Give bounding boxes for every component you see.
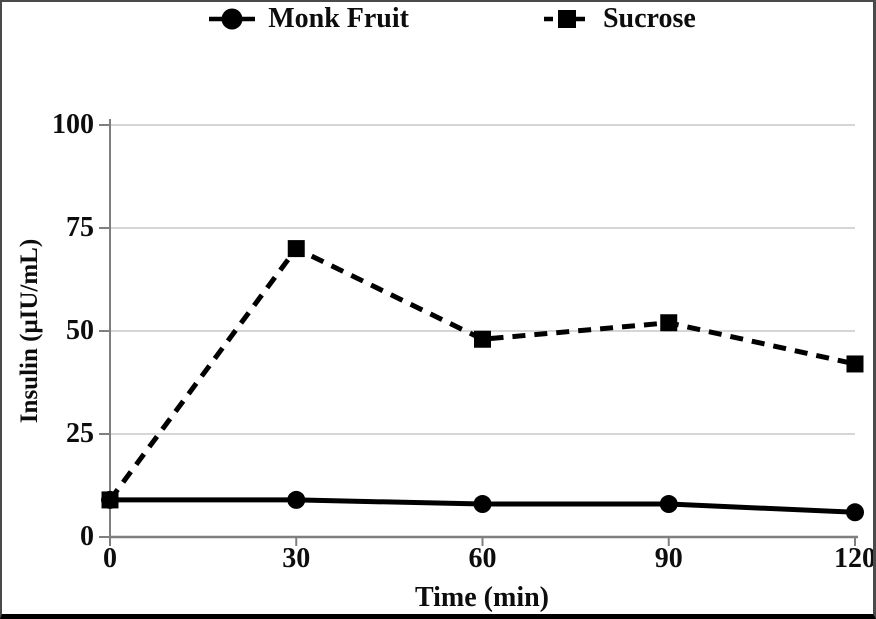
square-marker-icon xyxy=(543,5,590,33)
circle-marker-monk-fruit-x120 xyxy=(846,503,864,522)
y-tick-label-25: 25 xyxy=(66,418,94,449)
x-axis-title: Time (min) xyxy=(414,582,550,613)
x-tick-label-60: 60 xyxy=(468,543,497,574)
square-marker-sucrose-x30 xyxy=(287,240,305,258)
x-tick-label-120: 120 xyxy=(834,543,876,574)
y-tick-label-100: 100 xyxy=(52,109,94,140)
y-tick-label-75: 75 xyxy=(66,212,94,243)
square-marker-sucrose-x120 xyxy=(846,355,864,373)
circle-marker-monk-fruit-x30 xyxy=(287,490,306,509)
chart-legend: Monk Fruit Sucrose xyxy=(2,3,873,35)
legend-item-monk-fruit: Monk Fruit xyxy=(209,3,409,35)
square-marker-sucrose-x90 xyxy=(660,314,678,332)
legend-label-monk-fruit: Monk Fruit xyxy=(268,3,409,34)
x-tick-label-30: 30 xyxy=(282,543,311,574)
y-tick-label-50: 50 xyxy=(66,315,94,346)
circle-marker-monk-fruit-x60 xyxy=(473,495,492,514)
circle-marker-monk-fruit-x90 xyxy=(659,495,678,514)
square-marker-sucrose-x0 xyxy=(101,491,119,509)
circle-marker-icon xyxy=(209,5,256,33)
y-tick-label-0: 0 xyxy=(80,521,94,552)
x-tick-label-0: 0 xyxy=(103,543,117,574)
legend-label-sucrose: Sucrose xyxy=(602,3,696,34)
x-tick-label-90: 90 xyxy=(654,543,683,574)
legend-item-sucrose: Sucrose xyxy=(543,3,696,35)
series-line-sucrose xyxy=(107,245,856,502)
square-marker-sucrose-x60 xyxy=(474,330,491,348)
